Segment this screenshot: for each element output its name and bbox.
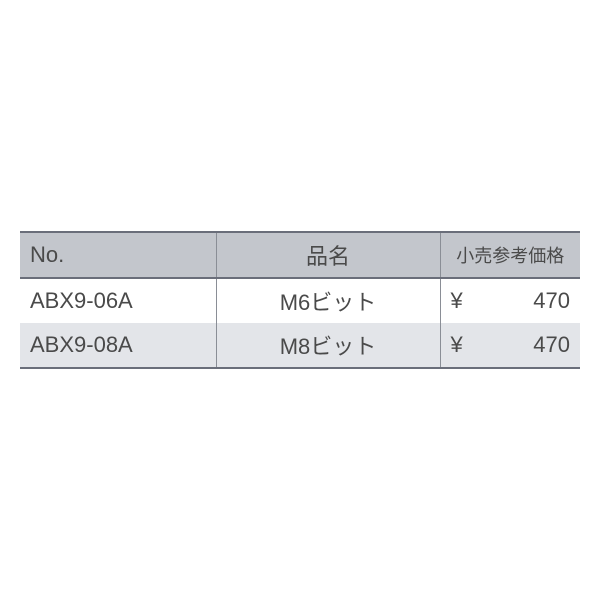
price-amount: 470 xyxy=(533,332,570,358)
table-header-row: No. 品名 小売参考価格 xyxy=(20,232,580,278)
header-price: 小売参考価格 xyxy=(440,232,580,278)
product-table-container: No. 品名 小売参考価格 ABX9-06A M6ビット ¥ 470 ABX9-… xyxy=(20,231,580,369)
cell-no: ABX9-06A xyxy=(20,278,216,323)
currency-symbol: ¥ xyxy=(451,288,463,314)
product-table: No. 品名 小売参考価格 ABX9-06A M6ビット ¥ 470 ABX9-… xyxy=(20,231,580,369)
cell-name: M6ビット xyxy=(216,278,440,323)
cell-price: ¥ 470 xyxy=(440,278,580,323)
cell-price: ¥ 470 xyxy=(440,323,580,368)
price-amount: 470 xyxy=(533,288,570,314)
currency-symbol: ¥ xyxy=(451,332,463,358)
table-row: ABX9-08A M8ビット ¥ 470 xyxy=(20,323,580,368)
table-row: ABX9-06A M6ビット ¥ 470 xyxy=(20,278,580,323)
cell-no: ABX9-08A xyxy=(20,323,216,368)
header-no: No. xyxy=(20,232,216,278)
header-name: 品名 xyxy=(216,232,440,278)
cell-name: M8ビット xyxy=(216,323,440,368)
